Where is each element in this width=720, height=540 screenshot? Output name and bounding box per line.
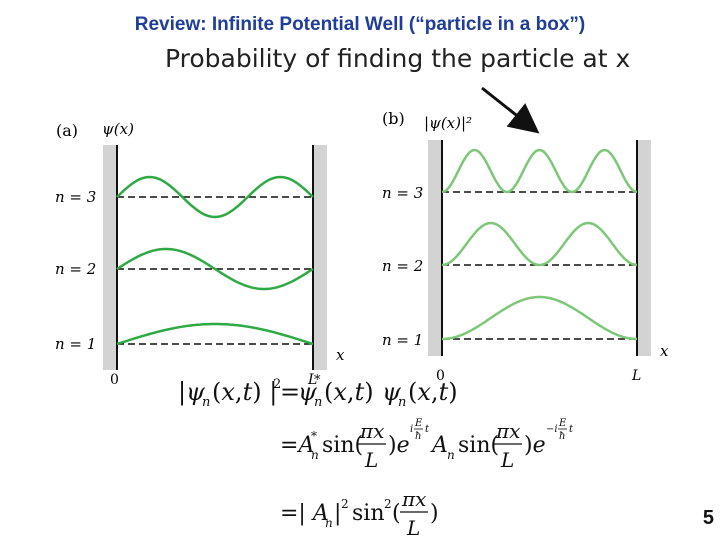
svg-text:(x,t): (x,t): [324, 378, 374, 406]
panel-b-tick-L: L: [631, 368, 641, 384]
svg-text:2: 2: [273, 377, 281, 392]
svg-text:−i: −i: [546, 424, 558, 435]
svg-text:ψ: ψ: [298, 378, 318, 406]
svg-text:ħ: ħ: [415, 431, 421, 442]
panel-b-label: (b): [382, 109, 405, 128]
panel-a-level-3: n = 3: [55, 188, 96, 206]
waveB-curve-n1: [442, 295, 637, 341]
svg-text:i: i: [410, 424, 413, 435]
waveA-curve-n3: [116, 175, 314, 219]
equation-line-3: =| A n | 2 sin 2 ( πx L ): [280, 487, 439, 540]
svg-text:=: =: [280, 378, 300, 406]
waveB-curve-n3: [441, 148, 638, 194]
panel-a-y-label: ψ(x): [102, 120, 134, 138]
slide-subtitle: Probability of finding the particle at x: [165, 44, 631, 73]
svg-text:(x,t): (x,t): [408, 378, 458, 406]
svg-text:n: n: [314, 395, 322, 410]
panel-a-right-wall: [313, 145, 327, 370]
panel-b-tick-0: 0: [436, 368, 445, 384]
svg-text:L: L: [406, 516, 420, 540]
panel-a-left-wall: [103, 145, 117, 370]
svg-text:*: *: [314, 373, 321, 388]
equation-line-2: =A * n sin( πx L )e i E ħ t A n sin( πx …: [280, 418, 574, 472]
panel-a-label: (a): [56, 121, 78, 140]
page-number: 5: [702, 507, 714, 529]
svg-text:2: 2: [341, 497, 349, 511]
panel-a-figure: (a) ψ(x) n = 3 n = 2 n = 1 x 0 L: [55, 120, 345, 387]
svg-text:n: n: [325, 516, 333, 530]
svg-text:sin(: sin(: [322, 433, 363, 458]
svg-text:n: n: [311, 448, 319, 462]
svg-text:πx: πx: [495, 419, 520, 443]
svg-text:t: t: [569, 424, 574, 435]
svg-text:E: E: [414, 418, 423, 429]
panel-b-right-wall: [637, 140, 651, 356]
panel-a-level-2: n = 2: [55, 260, 96, 278]
svg-text:ħ: ħ: [559, 431, 565, 442]
svg-text:*: *: [311, 429, 317, 443]
svg-text:=| A: =| A: [280, 501, 329, 526]
equations-block: | ψ n (x,t) | 2 = ψ n * (x,t) ψ n (x,t) …: [178, 373, 574, 540]
waveA-curve-n1: [116, 322, 314, 346]
svg-text:(x,t) |: (x,t) |: [212, 378, 277, 407]
svg-text:E: E: [558, 418, 567, 429]
panel-a-x-label: x: [336, 346, 345, 364]
svg-text:n: n: [398, 395, 406, 410]
svg-text:ψ: ψ: [186, 378, 206, 406]
pointer-arrow: [481, 86, 540, 134]
panel-b-x-label: x: [660, 342, 669, 360]
panel-a-tick-0: 0: [110, 372, 119, 387]
svg-text:L: L: [500, 448, 514, 472]
slide-title: Review: Infinite Potential Well (“partic…: [134, 14, 586, 35]
svg-text:πx: πx: [359, 419, 384, 443]
panel-b-level-2: n = 2: [382, 257, 423, 275]
svg-text:)e: )e: [524, 433, 546, 458]
equation-line-1: | ψ n (x,t) | 2 = ψ n * (x,t) ψ n (x,t): [178, 373, 458, 410]
svg-text:|: |: [334, 501, 341, 526]
svg-text:): ): [430, 501, 439, 526]
panel-b-y-label: |ψ(x)|²: [424, 114, 472, 132]
panel-a-level-1: n = 1: [55, 335, 96, 353]
waveA-curve-n2: [116, 247, 314, 291]
svg-text:|: |: [178, 378, 186, 407]
panel-b-figure: (b) |ψ(x)|² n = 3 n = 2 n = 1 x 0 L: [382, 109, 669, 384]
panel-a-tick-L: L: [307, 372, 317, 387]
svg-text:(: (: [392, 501, 401, 526]
svg-text:=A: =A: [280, 433, 314, 458]
svg-text:sin(: sin(: [458, 433, 499, 458]
svg-text:πx: πx: [401, 487, 426, 511]
svg-text:t: t: [425, 424, 430, 435]
svg-text:n: n: [447, 448, 455, 462]
svg-text:L: L: [364, 448, 378, 472]
svg-text:n: n: [202, 395, 210, 410]
panel-b-level-1: n = 1: [382, 331, 423, 349]
svg-text:A: A: [430, 433, 448, 458]
panel-b-left-wall: [428, 140, 442, 356]
panel-b-level-3: n = 3: [382, 184, 423, 202]
waveB-curve-n2: [441, 221, 638, 267]
svg-text:ψ: ψ: [382, 378, 402, 406]
svg-text:)e: )e: [388, 433, 410, 458]
svg-text:2: 2: [384, 497, 392, 511]
svg-text:sin: sin: [352, 501, 385, 526]
